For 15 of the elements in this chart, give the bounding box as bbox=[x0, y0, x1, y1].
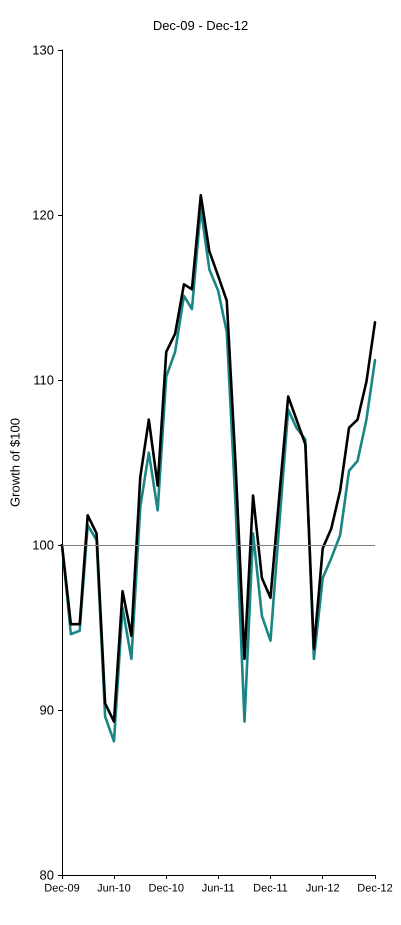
x-tick-label: Dec-09 bbox=[44, 882, 80, 894]
x-tick-label: Jun-12 bbox=[306, 882, 340, 894]
x-tick-label: Dec-10 bbox=[148, 882, 184, 894]
x-tick-label: Dec-11 bbox=[253, 882, 288, 894]
x-tick-label: Jun-10 bbox=[97, 882, 131, 894]
y-tick-label: 100 bbox=[32, 538, 54, 552]
chart-title: Dec-09 - Dec-12 bbox=[152, 18, 248, 33]
y-tick-label: 80 bbox=[40, 868, 54, 882]
y-tick-label: 90 bbox=[40, 702, 54, 718]
y-tick-label: 130 bbox=[32, 42, 54, 58]
y-tick-label: 110 bbox=[33, 372, 54, 388]
y-axis-title: Growth of $100 bbox=[7, 418, 22, 507]
x-tick-label: Dec-12 bbox=[357, 882, 393, 894]
x-tick-label: Jun-11 bbox=[202, 882, 235, 894]
y-tick-label: 120 bbox=[32, 208, 54, 222]
